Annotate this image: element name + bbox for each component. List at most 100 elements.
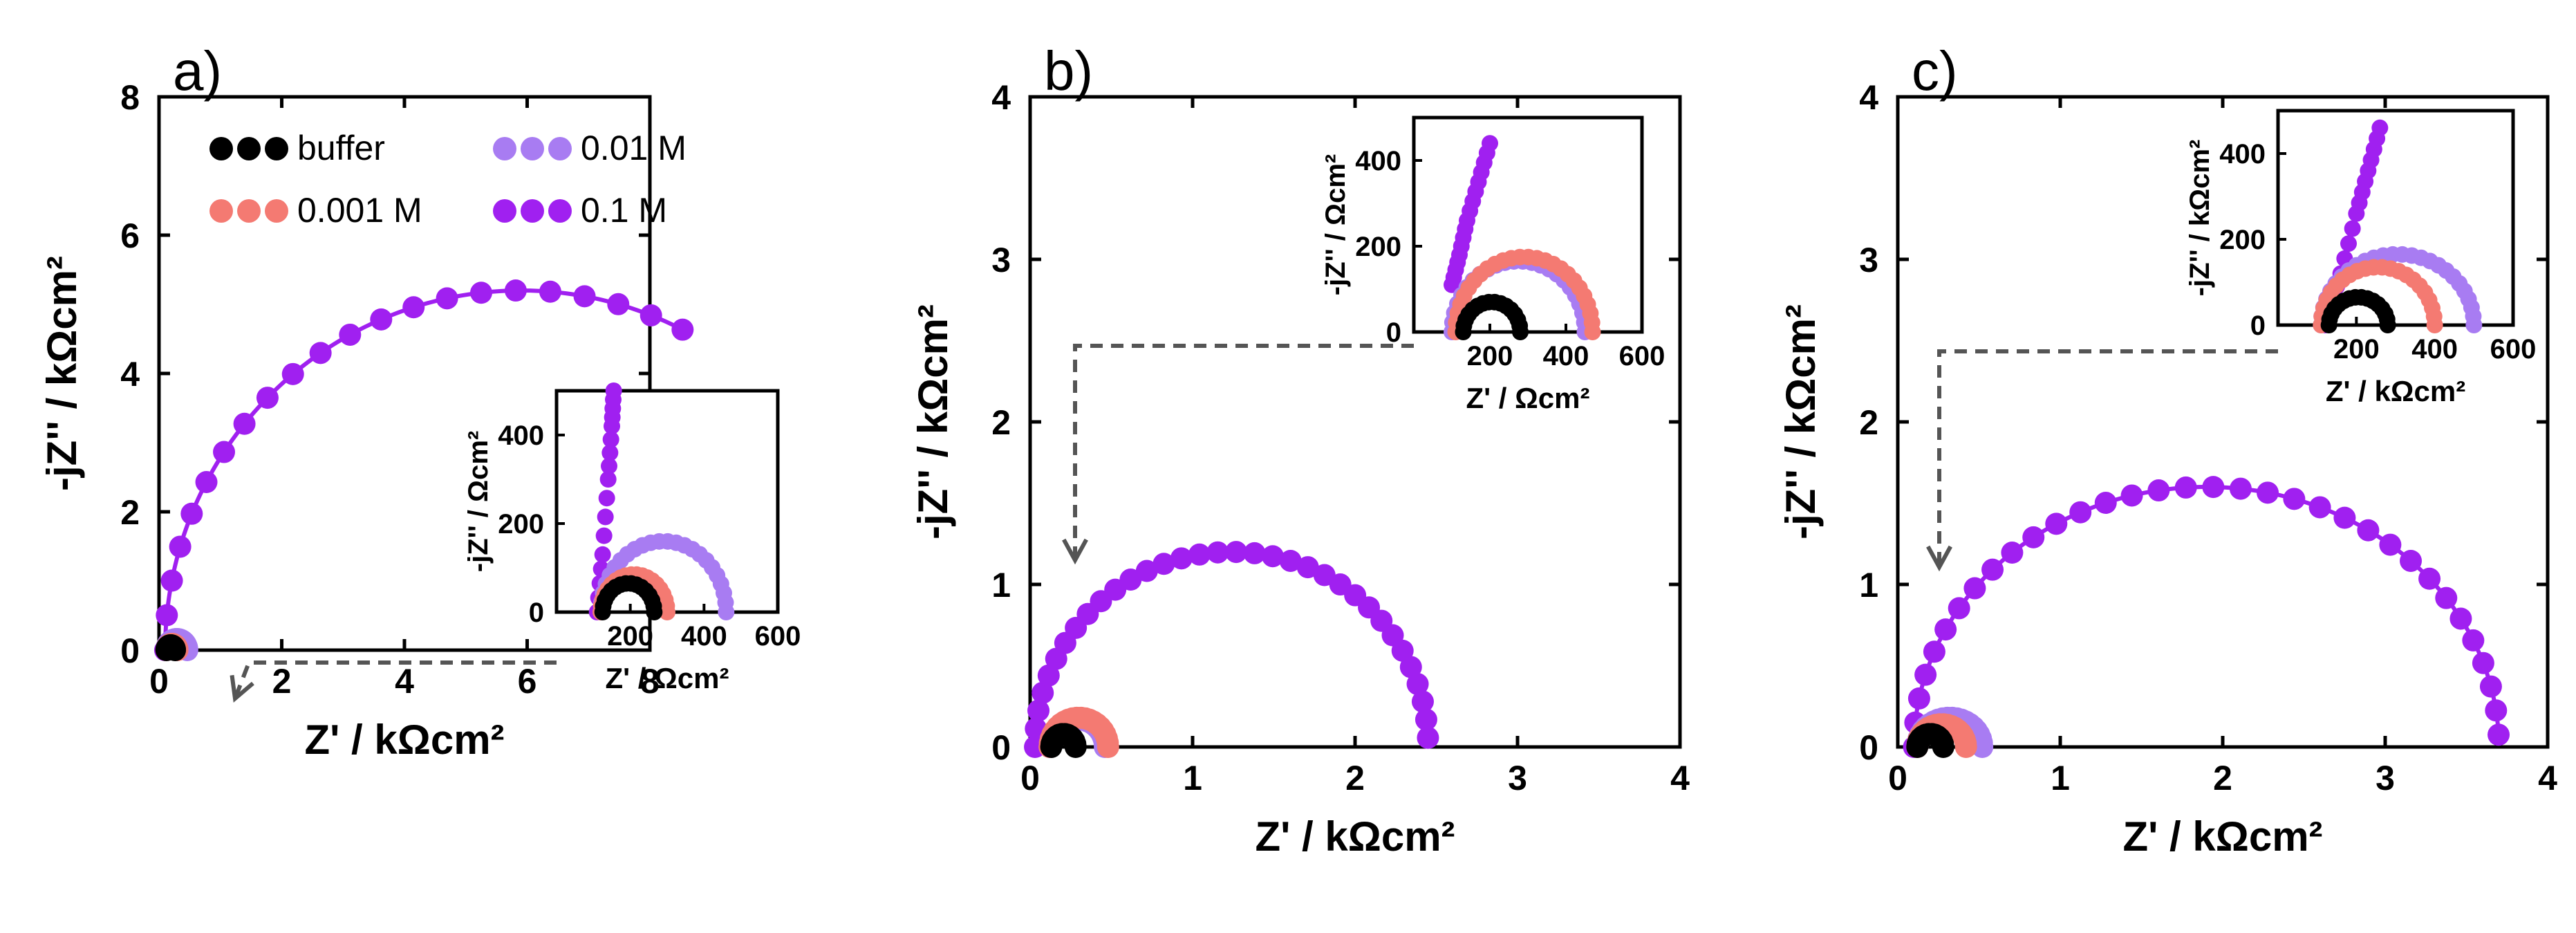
x-tick-label: 4 <box>395 662 414 701</box>
y-tick-label: 1 <box>991 566 1011 604</box>
inset-data-point-m0001 <box>1584 324 1601 340</box>
inset-y-tick-label: 400 <box>498 421 544 451</box>
inset-x-tick-label: 600 <box>1619 341 1665 371</box>
inset-data-point-m01 <box>599 471 617 488</box>
data-point-m001 <box>1971 736 1994 758</box>
zoom-arrow-head <box>1062 538 1088 565</box>
data-point-m01 <box>1135 560 1158 582</box>
data-point-m01 <box>233 412 256 435</box>
inset-data-point-m01 <box>1482 135 1498 152</box>
inset: 200 400 600 0 200 400 Z' / Ωcm² -jZ'' / Ωcm² <box>463 382 801 694</box>
x-tick-label: 8 <box>640 662 660 701</box>
data-point-m01 <box>2094 492 2117 515</box>
data-point-m01 <box>1948 597 1970 620</box>
data-point-m01 <box>2333 506 2356 529</box>
panel-a: 0 2 4 6 8 0 2 4 6 8 Z' / kΩcm² -jZ'' / kΩcm² a) 200 40… <box>39 40 801 763</box>
data-point-m01 <box>195 471 218 494</box>
legend-marker <box>265 137 288 160</box>
zoom-arrow <box>233 661 557 700</box>
x-tick-label: 1 <box>2051 759 2070 797</box>
legend-marker <box>237 137 261 160</box>
data-point-m01 <box>180 502 203 525</box>
data-point-m01 <box>640 304 662 326</box>
y-tick-label: 0 <box>1859 728 1878 767</box>
y-tick-label: 8 <box>120 78 140 117</box>
inset-x-tick-label: 200 <box>607 621 653 652</box>
x-tick-label: 4 <box>1670 759 1690 797</box>
x-tick-label: 1 <box>1183 759 1202 797</box>
legend-marker <box>493 199 516 223</box>
x-axis-title: Z' / kΩcm² <box>1255 813 1455 860</box>
data-point-m01 <box>256 387 279 409</box>
x-tick-label: 6 <box>518 662 537 701</box>
data-point-m01 <box>2283 488 2306 510</box>
y-tick-label: 0 <box>120 631 140 670</box>
y-tick-label: 2 <box>1859 403 1878 442</box>
data-point-m01 <box>1119 569 1142 591</box>
data-point-m01 <box>1981 558 2004 581</box>
data-point-m01 <box>402 296 425 319</box>
data-point-m01 <box>1391 639 1414 662</box>
inset-x-tick-label: 200 <box>1467 341 1513 371</box>
data-point-m01 <box>2357 519 2380 542</box>
inset-y-tick-label: 0 <box>1386 317 1401 348</box>
inset-data-point-m01 <box>2371 119 2389 136</box>
y-tick-label: 3 <box>991 241 1011 279</box>
data-point-m01 <box>213 441 236 463</box>
inset: 200 400 600 0 200 400 Z' / kΩcm² -jZ'' / kΩcm² <box>2185 109 2536 407</box>
fit-line-m01 <box>162 288 684 651</box>
data-point-m01 <box>1406 673 1429 696</box>
y-tick-label: 2 <box>120 493 140 532</box>
y-tick-label: 4 <box>1859 78 1878 117</box>
data-point-m01 <box>2449 607 2472 630</box>
inset-y-tick-label: 200 <box>1355 232 1401 262</box>
panel-b: 0 1 2 3 4 0 1 2 3 4 Z' / kΩcm² -jZ'' / kΩcm² b) 200 40… <box>910 40 1690 860</box>
data-point-m01 <box>2202 476 2225 499</box>
legend-label: buffer <box>297 129 385 167</box>
inset-y-tick-label: 0 <box>529 598 544 628</box>
panel-label: a) <box>173 40 222 102</box>
inset-data-point-m0001 <box>2426 317 2443 333</box>
data-point-m01 <box>2257 481 2279 504</box>
inset-y-tick-label: 200 <box>498 509 544 539</box>
y-tick-label: 2 <box>991 403 1011 442</box>
data-point-buffer <box>1932 736 1954 758</box>
zoom-arrow-head <box>1926 545 1952 572</box>
data-point-m01 <box>2435 586 2458 609</box>
inset-data-point-m001 <box>2465 317 2483 333</box>
zoom-arrow <box>1937 349 2278 567</box>
data-point-m01 <box>504 279 527 302</box>
inset-data-point-m01 <box>2344 220 2361 237</box>
data-point-m01 <box>1037 664 1060 687</box>
data-point-m01 <box>169 535 192 558</box>
data-point-m01 <box>1243 542 1266 564</box>
inset-x-tick-label: 200 <box>2333 334 2380 364</box>
data-point-m01 <box>2001 542 2024 564</box>
legend-marker <box>265 199 288 223</box>
data-point-m01 <box>573 285 596 308</box>
data-point-m01 <box>2147 479 2170 502</box>
x-tick-label: 0 <box>149 662 169 701</box>
x-tick-label: 4 <box>2538 759 2557 797</box>
data-point-m01 <box>1923 640 1945 663</box>
data-point-m01 <box>281 362 304 385</box>
x-tick-label: 2 <box>2213 759 2232 797</box>
inset-y-axis-title: -jZ'' / Ωcm² <box>1320 154 1351 295</box>
data-point-m01 <box>2400 549 2423 572</box>
x-tick-label: 3 <box>1508 759 1527 797</box>
y-tick-label: 4 <box>991 78 1011 117</box>
data-point-m01 <box>1279 549 1302 572</box>
x-tick-label: 0 <box>1020 759 1040 797</box>
inset-y-tick-label: 0 <box>2250 311 2266 341</box>
legend: buffer 0.01 M 0.001 M 0.1 M <box>209 129 687 230</box>
zoom-arrow <box>1073 344 1414 560</box>
data-point-m01 <box>1152 553 1175 575</box>
zoom-arrow-head <box>230 674 254 703</box>
inset-x-tick-label: 400 <box>1543 341 1589 371</box>
inset-x-tick-label: 400 <box>2411 334 2458 364</box>
data-point-m01 <box>2488 723 2510 746</box>
x-tick-label: 2 <box>1345 759 1365 797</box>
data-point-m01 <box>2472 652 2494 674</box>
panel-c: 0 1 2 3 4 0 1 2 3 4 Z' / kΩcm² -jZ'' / kΩcm² c) 200 40… <box>1777 40 2557 860</box>
